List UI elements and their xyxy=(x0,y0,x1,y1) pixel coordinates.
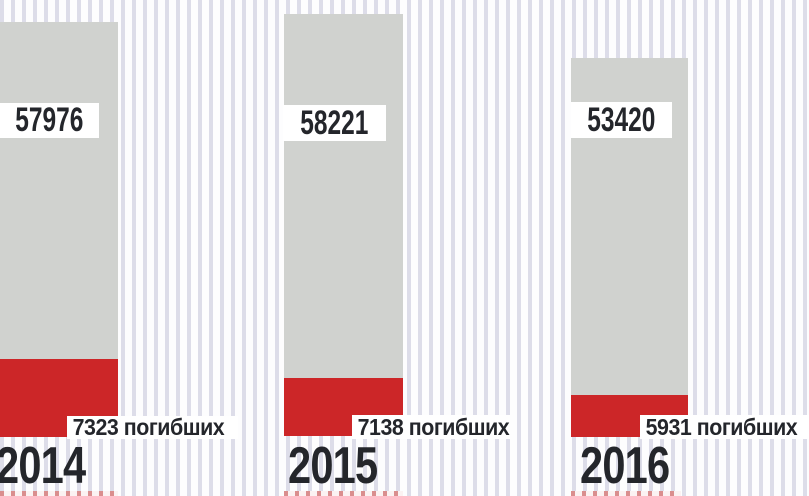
bar-2015-value-label-box: 58221 xyxy=(283,103,386,142)
bar-2015-year-label: 2015 xyxy=(288,437,400,495)
bar-2014-value-label: 57976 xyxy=(15,101,84,139)
bar-2014-gray-segment xyxy=(0,22,118,359)
bar-2016-next-row-red-stripes xyxy=(571,491,681,496)
bar-2015-value-label: 58221 xyxy=(300,103,369,142)
bar-2016-deaths-label-box: 5931 погибших xyxy=(640,413,809,440)
bar-2014-next-row-red-stripes xyxy=(0,491,118,496)
bar-2015-gray-segment xyxy=(284,14,403,378)
bar-2016-deaths-label: 5931 погибших xyxy=(645,413,798,440)
bar-2015-deaths-label: 7138 погибших xyxy=(357,413,510,440)
bar-2016-year-label: 2016 xyxy=(580,437,692,495)
bar-2016-year-text: 2016 xyxy=(580,437,670,495)
bar-2015-next-row-red-stripes xyxy=(284,491,403,496)
bar-2015-deaths-label-box: 7138 погибших xyxy=(352,413,510,440)
bar-2014-value-label-box: 57976 xyxy=(0,101,99,139)
bar-2014-deaths-label-box: 7323 погибших xyxy=(67,414,238,440)
bar-2016-value-label: 53420 xyxy=(587,100,656,139)
bar-2014-year-label: 2014 xyxy=(0,437,108,495)
bar-2015-year-text: 2015 xyxy=(288,437,378,495)
bar-2014-deaths-label: 7323 погибших xyxy=(72,414,225,440)
bar-2016-value-label-box: 53420 xyxy=(571,100,672,139)
bar-2014-year-text: 2014 xyxy=(0,437,86,495)
